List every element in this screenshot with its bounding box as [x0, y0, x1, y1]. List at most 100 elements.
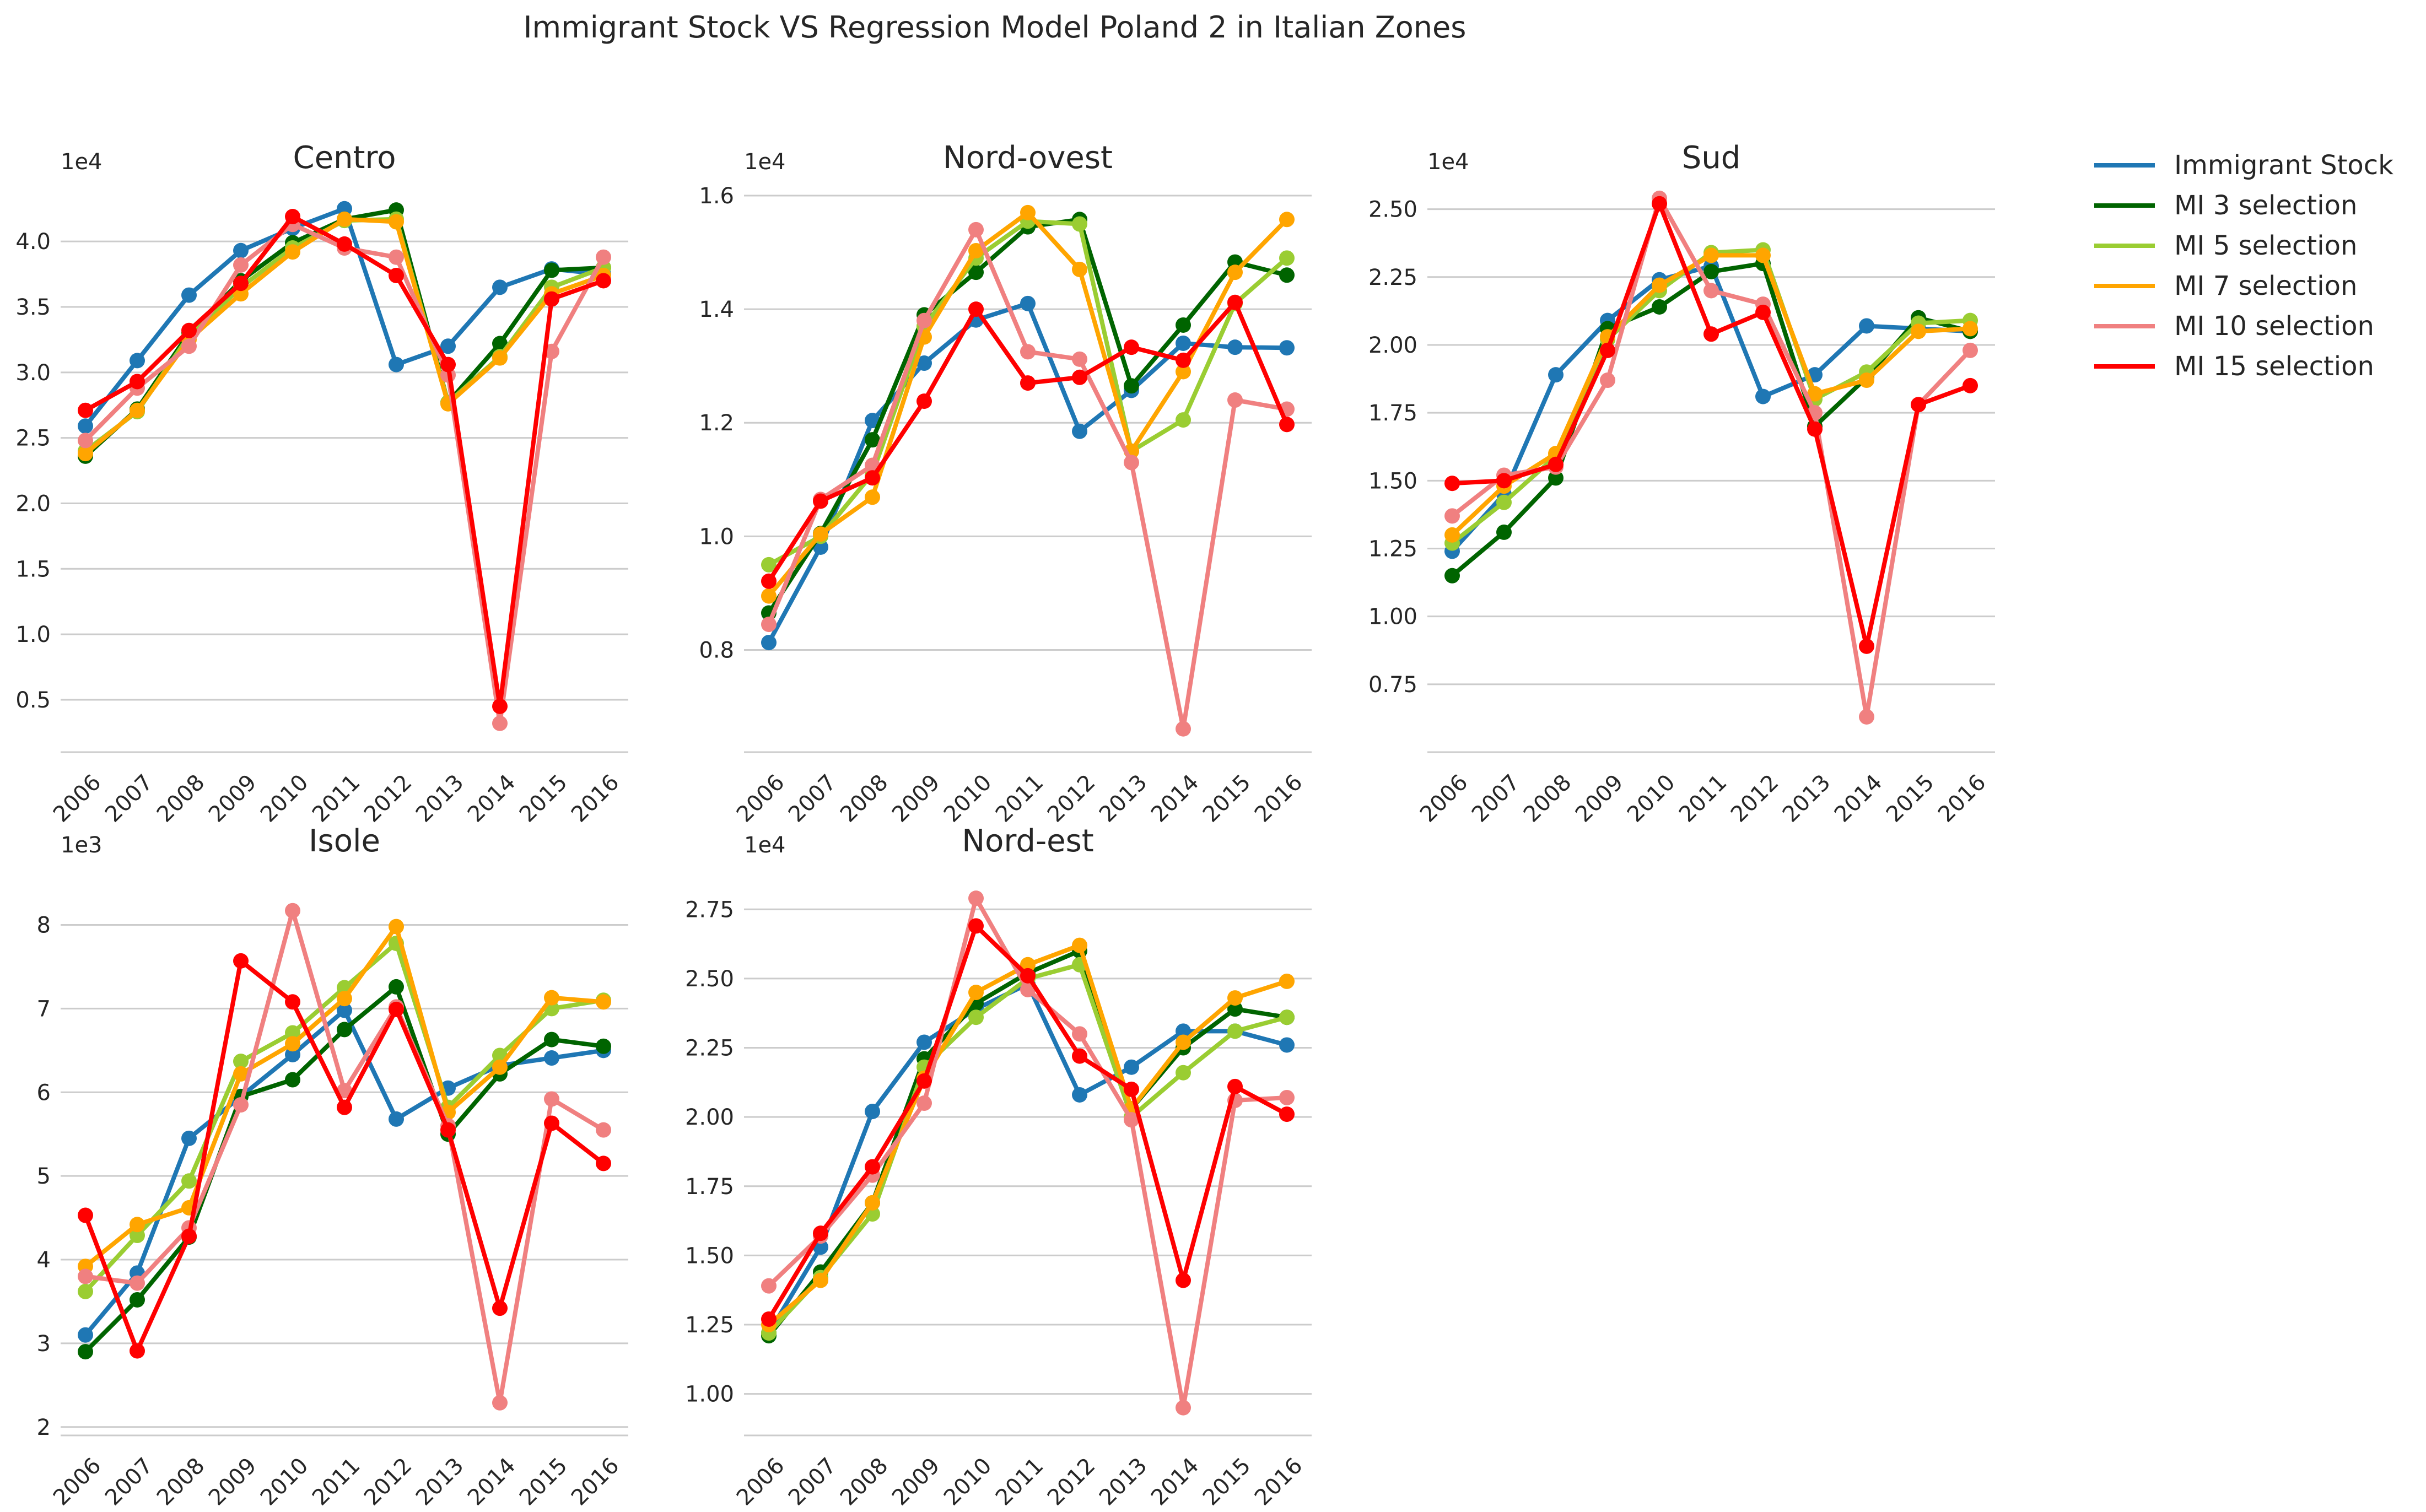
- subplot-centro: 0.5 1.0 1.5 2.0 2.5 3.0 3.5 4.0 2006200720082009…: [15, 140, 628, 827]
- series-line: [83, 222, 606, 726]
- subplot-nord-est: 1.00 1.25 1.50 1.75 2.00 2.25 2.50 2.75 20062007…: [685, 823, 1312, 1510]
- data-point: [440, 338, 456, 354]
- x-tick-label: 2015: [515, 1453, 573, 1511]
- data-point: [337, 236, 352, 252]
- data-point: [1279, 340, 1295, 356]
- x-tick-label: 2015: [1882, 770, 1939, 828]
- data-point: [968, 918, 984, 934]
- x-tick-label: 2008: [835, 770, 893, 828]
- subplot-title: Nord-ovest: [943, 140, 1113, 176]
- x-tick-label: 2010: [939, 770, 997, 828]
- data-point: [233, 276, 249, 291]
- data-point: [596, 1155, 611, 1171]
- axis-offset-label: 1e4: [1427, 149, 1469, 175]
- x-tick-label: 2011: [308, 770, 365, 828]
- x-tick-label: 2014: [463, 1453, 521, 1511]
- x-tick-label: 2006: [48, 1453, 106, 1511]
- x-tick-label: 2012: [359, 770, 417, 828]
- data-point: [181, 338, 197, 354]
- data-point: [78, 433, 93, 449]
- data-point: [1279, 1037, 1295, 1053]
- y-tick-label: 1.0: [699, 524, 734, 549]
- x-tick-label: 2011: [1674, 770, 1732, 828]
- data-point: [544, 990, 559, 1006]
- legend-entry: MI 3 selection: [2094, 190, 2357, 221]
- x-tick-label: 2006: [1415, 770, 1473, 828]
- y-tick-label: 1.25: [1368, 536, 1417, 561]
- x-tick-label: 2007: [1467, 770, 1525, 828]
- y-tick-label: 2.25: [685, 1036, 734, 1061]
- series-immigrant-stock: [761, 295, 1295, 651]
- data-point: [1020, 957, 1036, 973]
- data-point: [1279, 417, 1295, 433]
- data-point: [1072, 216, 1087, 232]
- x-tick-label: 2007: [784, 770, 842, 828]
- data-point: [1176, 352, 1191, 368]
- data-point: [917, 393, 932, 409]
- data-point: [968, 301, 984, 317]
- data-point: [968, 264, 984, 280]
- legend-label: MI 5 selection: [2174, 230, 2357, 261]
- x-tick-label: 2008: [152, 1453, 210, 1511]
- data-point: [865, 1195, 880, 1211]
- data-point: [1652, 299, 1667, 315]
- x-tick-label: 2009: [1571, 770, 1629, 828]
- data-point: [813, 1272, 828, 1288]
- data-point: [233, 257, 249, 273]
- legend-entry: MI 15 selection: [2094, 351, 2374, 382]
- data-point: [1020, 295, 1036, 311]
- data-point: [1072, 261, 1087, 277]
- y-tick-label: 1.50: [685, 1243, 734, 1268]
- x-tick-label: 2012: [1043, 770, 1101, 828]
- data-point: [1176, 721, 1191, 737]
- x-tick-label: 2016: [567, 1453, 624, 1511]
- axis-offset-label: 1e4: [744, 149, 786, 175]
- data-point: [337, 1099, 352, 1115]
- data-point: [1227, 1023, 1243, 1039]
- x-tick-label: 2014: [463, 770, 521, 828]
- axis-offset-label: 1e4: [61, 149, 103, 175]
- series-line: [767, 943, 1289, 1327]
- data-point: [1124, 1112, 1139, 1128]
- data-point: [544, 1050, 559, 1066]
- data-point: [1176, 364, 1191, 380]
- data-point: [1227, 1078, 1243, 1094]
- data-point: [233, 953, 249, 969]
- data-point: [337, 1002, 352, 1018]
- y-tick-label: 2.50: [685, 966, 734, 992]
- data-point: [1227, 264, 1243, 280]
- data-point: [389, 357, 404, 372]
- data-point: [1963, 342, 1978, 358]
- data-point: [78, 1344, 93, 1360]
- axis-offset-label: 1e3: [61, 833, 103, 858]
- data-point: [1124, 378, 1139, 394]
- series-mi-7-selection: [78, 919, 611, 1275]
- data-point: [1444, 508, 1460, 524]
- data-point: [1227, 294, 1243, 310]
- data-point: [1548, 456, 1564, 472]
- data-point: [1496, 524, 1512, 540]
- x-tick-label: 2012: [1043, 1453, 1101, 1511]
- data-point: [1176, 1023, 1191, 1039]
- series-line: [83, 214, 606, 709]
- x-tick-label: 2010: [256, 1453, 314, 1511]
- data-point: [389, 979, 404, 995]
- data-point: [78, 402, 93, 418]
- x-tick-label: 2009: [887, 1453, 945, 1511]
- data-point: [1444, 476, 1460, 492]
- data-point: [1703, 247, 1719, 263]
- subplot-title: Nord-est: [962, 823, 1094, 859]
- series-line: [767, 210, 1289, 598]
- data-point: [492, 350, 508, 366]
- data-point: [1176, 1065, 1191, 1081]
- data-point: [1755, 388, 1771, 404]
- data-point: [389, 1001, 404, 1017]
- data-point: [761, 635, 777, 651]
- data-point: [813, 526, 828, 542]
- data-point: [1072, 937, 1087, 953]
- data-point: [337, 991, 352, 1007]
- subplot-title: Isole: [309, 823, 380, 859]
- data-point: [285, 994, 300, 1010]
- data-point: [1227, 392, 1243, 408]
- x-tick-label: 2010: [939, 1453, 997, 1511]
